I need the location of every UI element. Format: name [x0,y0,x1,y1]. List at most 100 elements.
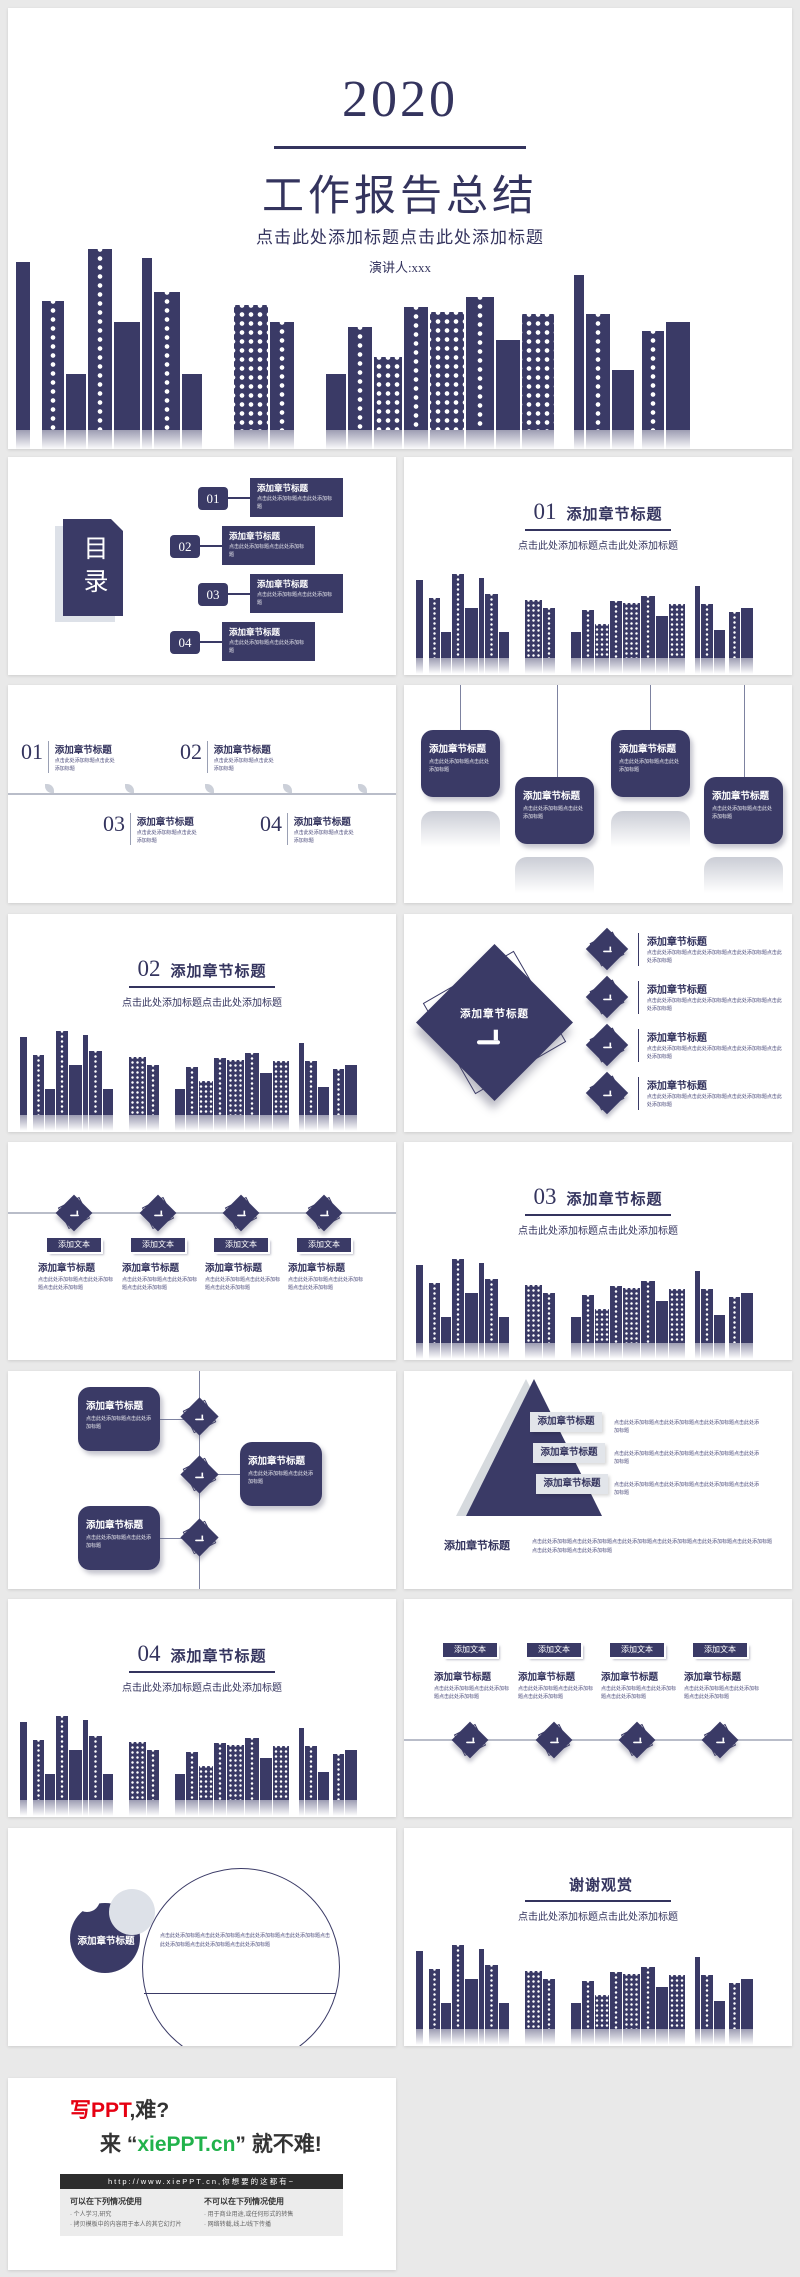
column-desc: 点击此处添加标题点击此处添加标题点击此处添加标题 [518,1687,594,1700]
promo-banner[interactable]: 写PPT,难? 来 “xiePPT.cn” 就不难! http://www.xi… [8,2078,396,2270]
podium-icon [236,1210,246,1217]
building-silhouette [56,1031,68,1131]
building-silhouette [175,1089,185,1131]
slide-section-01[interactable]: 01 添加章节标题 点击此处添加标题点击此处添加标题 [404,457,792,675]
building-silhouette [656,1301,668,1359]
podium-icon [549,1737,559,1744]
building-silhouette [333,1069,344,1131]
building-silhouette [543,608,555,674]
building-silhouette [345,1065,357,1131]
timeline-item-divider [48,741,49,773]
toc-connector [228,593,250,595]
license-allowed-item: · 拷贝模板中的内容用于本人的其它幻灯片 [70,2222,182,2229]
card-reflection [704,857,783,903]
toc-item-panel: 添加章节标题 点击此处添加标题点击此处添加标题 [250,478,343,517]
slide-toc[interactable]: 目录 01 添加章节标题 点击此处添加标题点击此处添加标题 02 添加章节标题 … [8,457,396,675]
feature-item: 添加章节标题 点击此处添加标题点击此处添加标题点击此处添加标题点击此处添加标题 [585,1023,784,1067]
podium-icon [195,1534,204,1541]
cover-year: 2020 [342,71,458,128]
toc-number-chip: 03 [198,583,228,606]
building-silhouette [669,604,685,674]
column-text: 添加章节标题 点击此处添加标题点击此处添加标题点击此处添加标题 [434,1669,510,1702]
feature-item-desc: 点击此处添加标题点击此处添加标题点击此处添加标题点击此处添加标题 [646,1095,782,1108]
license-forbidden-title: 不可以在下列情况使用 [204,2197,284,2206]
toc-item-panel: 添加章节标题 点击此处添加标题点击此处添加标题 [250,574,343,613]
building-silhouette [522,314,554,449]
section-title: 添加章节标题 [170,1649,267,1665]
building-silhouette [430,312,464,449]
column-title: 添加章节标题 [38,1264,96,1274]
license-allowed-title: 可以在下列情况使用 [70,2197,142,2206]
building-silhouette [326,374,346,449]
promo-headline-1: 写PPT,难? [70,2094,169,2124]
toc-item-title: 添加章节标题 [229,531,281,541]
building-silhouette [214,1743,226,1816]
column-diamond [535,1721,573,1759]
building-silhouette [610,1286,622,1359]
timeline-title: 添加章节标题 [136,818,194,828]
building-silhouette [641,1967,655,2045]
column-desc: 点击此处添加标题点击此处添加标题点击此处添加标题 [434,1687,510,1700]
building-silhouette [729,1983,740,2045]
podium-icon [603,1090,612,1097]
circle-desc: 点击此处添加标题点击此处添加标题点击此处添加标题点击此处添加标题点击此处添加标题… [160,1934,331,1948]
slide-columns-diamond-bottom[interactable]: 添加文本 添加文本 添加文本 添加文本 添加章节标题 点击此处添加标题点击此处添… [404,1599,792,1817]
building-silhouette [595,1309,609,1359]
slide-cover[interactable]: 2020 工作报告总结 点击此处添加标题点击此处添加标题 演讲人:xxx [8,8,792,449]
building-silhouette [695,1957,700,2045]
pyramid-level-desc: 点击此处添加标题点击此处添加标题点击此处添加标题点击此处添加标题 [614,1483,760,1496]
building-silhouette [582,610,594,674]
building-silhouette [666,322,690,449]
promo-url-bar[interactable]: http://www.xiePPT.cn,你想要的这都有~ [60,2174,343,2189]
feature-title: 添加章节标题 [460,1009,529,1020]
building-silhouette [129,1742,146,1816]
toc-item-title: 添加章节标题 [257,579,309,589]
building-silhouette [227,1745,244,1816]
pyramid-footer-label: 添加章节标题 [444,1540,510,1552]
building-silhouette [741,1293,753,1359]
slide-vertical-timeline[interactable]: 添加章节标题 点击此处添加标题点击此处添加标题 添加章节标题 点击此处添加标题点… [8,1371,396,1589]
building-silhouette [103,1089,113,1131]
building-silhouette [452,574,464,674]
building-silhouette [429,1969,440,2045]
slide-pyramid[interactable]: 添加章节标题 添加章节标题 添加章节标题 点击此处添加标题点击此处添加标题点击此… [404,1371,792,1589]
building-silhouette [66,374,86,449]
toc-number-chip: 01 [198,487,228,510]
promo-headline-2: 来 “xiePPT.cn” 就不难! [100,2128,322,2158]
timeline-number: 02 [180,739,202,764]
slide-thanks[interactable]: 谢谢观赏 点击此处添加标题点击此处添加标题 [404,1828,792,2046]
timeline-title: 添加章节标题 [213,746,271,756]
card-desc: 点击此处添加标题点击此处添加标题 [86,1536,152,1549]
slide-columns-diamond-top[interactable]: 添加文本 添加文本 添加文本 添加文本 添加章节标题 点击此处添加标题点击此处添… [8,1142,396,1360]
section-number: 01 [533,499,557,524]
feature-diamond: 添加章节标题 [416,944,573,1101]
podium-icon [603,1042,612,1049]
slide-diamond-feature[interactable]: 添加章节标题 添加章节标题 点击此处添加标题点击此处添加标题点击此处添加标题点击… [404,914,792,1132]
building-silhouette [485,1279,498,1359]
slide-section-04[interactable]: 04 添加章节标题 点击此处添加标题点击此处添加标题 [8,1599,396,1817]
card-reflection [421,811,500,859]
slide-timeline[interactable]: 01 添加章节标题 点击此处添加标题点击此处添加标题 02 添加章节标题 点击此… [8,685,396,903]
section-heading: 04 添加章节标题 [8,1641,396,1667]
cover-subtitle: 点击此处添加标题点击此处添加标题 [256,228,544,247]
timeline-marker-icon [283,784,292,793]
card-title: 添加章节标题 [429,745,487,755]
column-text: 添加章节标题 点击此处添加标题点击此处添加标题点击此处添加标题 [288,1260,364,1293]
building-silhouette [669,1289,685,1359]
promo-brand-link[interactable]: xiePPT.cn [137,2133,236,2156]
slide-section-02[interactable]: 02 添加章节标题 点击此处添加标题点击此处添加标题 [8,914,396,1132]
section-title: 添加章节标题 [566,507,663,523]
building-silhouette [416,1951,423,2045]
slide-circle[interactable]: 点击此处添加标题点击此处添加标题点击此处添加标题点击此处添加标题点击此处添加标题… [8,1828,396,2046]
card-title: 添加章节标题 [619,745,677,755]
slide-hanging-cards[interactable]: 添加章节标题 点击此处添加标题点击此处添加标题 添加章节标题 点击此处添加标题点… [404,685,792,903]
column-title: 添加章节标题 [205,1264,263,1274]
license-panel: 可以在下列情况使用 · 个人学习,研究 · 拷贝模板中的内容用于本人的其它幻灯片… [60,2189,343,2236]
building-silhouette [333,1754,344,1816]
slide-section-03[interactable]: 03 添加章节标题 点击此处添加标题点击此处添加标题 [404,1142,792,1360]
building-silhouette [729,612,740,674]
license-allowed: 可以在下列情况使用 · 个人学习,研究 · 拷贝模板中的内容用于本人的其它幻灯片 [70,2196,182,2230]
podium-icon [195,1413,204,1420]
feature-item-title: 添加章节标题 [646,937,707,948]
column-diamond [618,1721,656,1759]
